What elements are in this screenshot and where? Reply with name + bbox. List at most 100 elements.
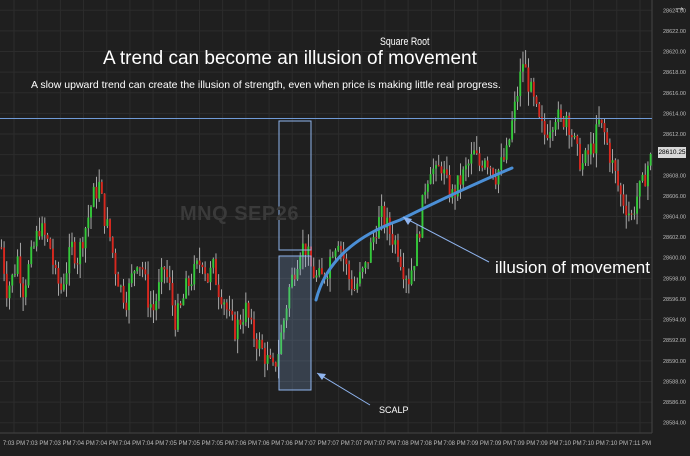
candle-down (543, 121, 546, 135)
candle-up (573, 135, 576, 138)
candle-down (49, 238, 52, 249)
candle-up (369, 242, 372, 263)
x-tick-label: 7:08 PM (397, 441, 419, 447)
x-tick-label: 7:05 PM (188, 441, 210, 447)
candle-down (43, 223, 46, 235)
candle-up (157, 282, 160, 301)
candle-down (546, 134, 549, 139)
candle-up (551, 129, 554, 133)
candle-down (399, 256, 402, 268)
candle-up (13, 274, 16, 276)
candle-down (614, 160, 617, 171)
candle-up (236, 319, 239, 340)
candle-down (220, 297, 223, 305)
x-tick-label: 7:11 PM (629, 441, 651, 447)
candle-down (38, 230, 41, 237)
x-tick-label: 7:04 PM (72, 441, 94, 447)
axes: 28584.00 28586.00 28588.00 28590.00 28592.00… (0, 0, 686, 447)
candle-down (418, 233, 421, 238)
candle-up (296, 268, 299, 280)
candle-down (568, 115, 571, 135)
candle-up (519, 71, 522, 97)
candle-up (136, 267, 139, 272)
candle-up (435, 165, 437, 169)
candle-up (299, 256, 302, 269)
candle-up (71, 241, 73, 248)
candle-up (380, 205, 383, 218)
candle-up (291, 274, 293, 288)
candle-up (470, 154, 473, 164)
candle-down (253, 319, 255, 339)
candle-up (557, 109, 560, 123)
candle-up (35, 230, 38, 247)
candle-up (595, 124, 598, 154)
candle-up (522, 64, 524, 72)
candle-down (502, 157, 505, 160)
candle-up (84, 228, 87, 249)
candle-up (193, 263, 196, 285)
arrow-right-icon[interactable]: → (673, 0, 686, 14)
candle-up (649, 153, 652, 166)
candle-up (413, 266, 416, 271)
candle-up (160, 267, 163, 283)
candle-down (100, 181, 103, 194)
candle-up (424, 191, 427, 195)
candle-down (440, 166, 443, 174)
candle-down (54, 264, 57, 269)
candle-up (149, 304, 152, 308)
candle-up (65, 273, 68, 285)
candle-up (364, 262, 367, 269)
x-tick-label: 7:04 PM (119, 441, 141, 447)
y-tick-label: 28584.00 (663, 421, 686, 427)
x-tick-label: 7:05 PM (211, 441, 233, 447)
candle-up (589, 143, 592, 155)
candle-down (269, 355, 272, 358)
candle-down (576, 135, 579, 144)
scalp-arrow-head (317, 373, 326, 380)
candle-up (633, 213, 636, 215)
candle-up (500, 157, 503, 170)
candle-up (334, 250, 337, 257)
candle-down (228, 309, 231, 311)
candle-down (579, 143, 581, 170)
candle-down (239, 319, 242, 325)
illusion-curve (314, 166, 514, 302)
x-tick-label: 7:03 PM (49, 441, 71, 447)
candle-up (646, 165, 649, 187)
candle-up (266, 355, 269, 364)
candle-up (530, 81, 533, 92)
candle-up (307, 246, 310, 255)
candle-up (280, 332, 283, 354)
candle-down (217, 284, 220, 298)
candle-down (19, 256, 22, 284)
candle-down (478, 153, 481, 166)
candle-up (176, 303, 179, 330)
candle-up (41, 223, 44, 237)
candle-down (492, 168, 495, 178)
candle-down (304, 243, 307, 255)
candle-down (46, 234, 49, 239)
candle-down (255, 338, 258, 349)
box-scalp (278, 255, 312, 391)
y-tick-label: 28620.00 (663, 50, 686, 56)
candle-up (130, 273, 133, 284)
candle-up (565, 115, 568, 128)
candle-down (204, 267, 207, 274)
x-tick-label: 7:07 PM (327, 441, 349, 447)
candle-up (421, 194, 424, 238)
candle-up (282, 320, 285, 333)
y-tick-label: 28600.00 (663, 256, 686, 262)
y-tick-label: 28598.00 (663, 276, 686, 282)
candle-up (426, 183, 429, 192)
candle-up (356, 283, 359, 290)
candle-down (125, 302, 128, 311)
candle-down (168, 277, 171, 283)
candle-down (52, 248, 54, 265)
candle-up (641, 174, 644, 181)
candle-down (312, 266, 315, 278)
candle-down (250, 317, 253, 320)
candle-down (320, 268, 323, 275)
candle-up (386, 217, 389, 228)
candle-down (486, 160, 489, 168)
